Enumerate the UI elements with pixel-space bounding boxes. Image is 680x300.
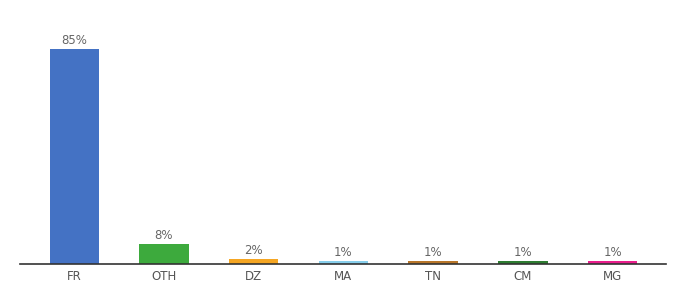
- Text: 1%: 1%: [424, 247, 443, 260]
- Bar: [409, 262, 458, 264]
- Text: 1%: 1%: [513, 247, 532, 260]
- Bar: [229, 259, 278, 264]
- Text: 2%: 2%: [244, 244, 263, 257]
- Text: 85%: 85%: [61, 34, 87, 47]
- Bar: [319, 262, 368, 264]
- Text: 8%: 8%: [155, 229, 173, 242]
- Text: 1%: 1%: [603, 247, 622, 260]
- Bar: [498, 262, 547, 264]
- Text: 1%: 1%: [334, 247, 353, 260]
- Bar: [139, 244, 188, 264]
- Bar: [50, 49, 99, 264]
- Bar: [588, 262, 637, 264]
